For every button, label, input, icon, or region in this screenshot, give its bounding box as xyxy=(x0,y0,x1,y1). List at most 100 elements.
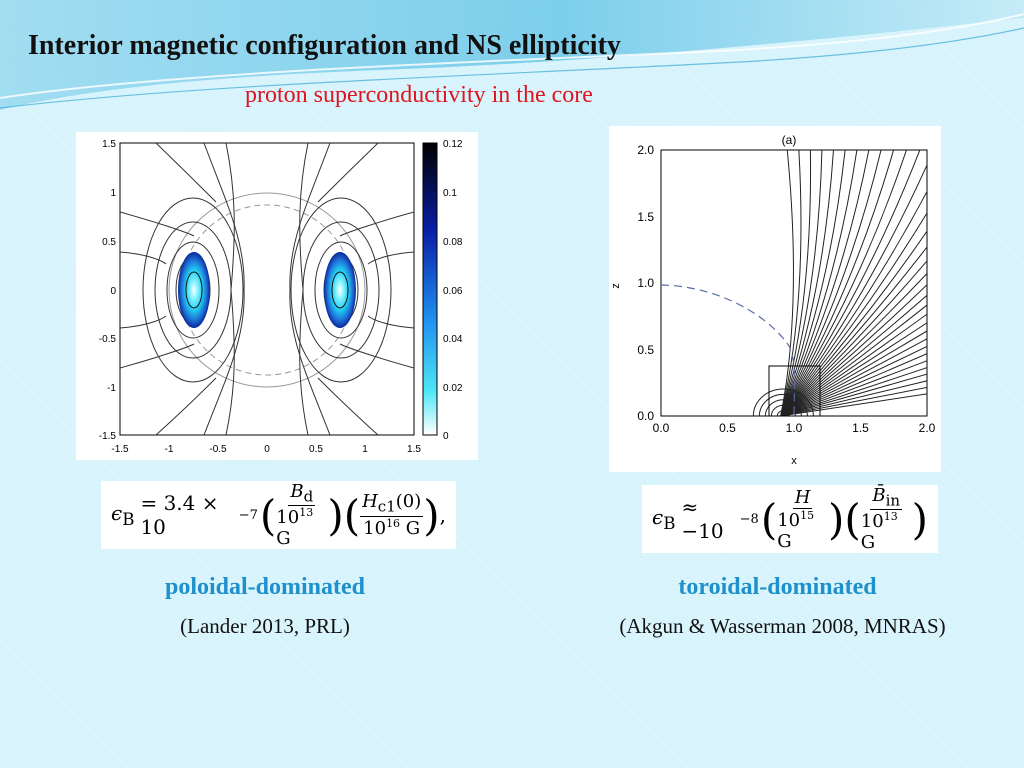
field-line xyxy=(780,150,895,416)
colorbar-tick: 0.04 xyxy=(443,334,463,345)
field-line xyxy=(780,150,882,416)
slide-title: Interior magnetic configuration and NS e… xyxy=(28,30,621,61)
y-tick-label: -1.5 xyxy=(99,431,117,442)
x-tick-label: 0.0 xyxy=(653,421,670,435)
x-tick-label: 2.0 xyxy=(919,421,936,435)
colorbar xyxy=(422,142,438,436)
y-tick-label: -0.5 xyxy=(99,334,117,345)
field-line xyxy=(780,150,812,416)
y-tick-label: 0.5 xyxy=(637,343,654,357)
y-tick-label: 0.5 xyxy=(102,237,116,248)
x-tick-label: 0 xyxy=(264,444,270,455)
toroidal-plot: (a) 0.0 0.5 1.0 1.5 2.0 x 2.0 1.5 1.0 0.… xyxy=(610,133,936,467)
colorbar-tick: 0 xyxy=(443,431,449,442)
y-tick-label: 2.0 xyxy=(637,143,654,157)
x-tick-label: -1.5 xyxy=(111,444,129,455)
field-line xyxy=(780,353,927,416)
field-line xyxy=(780,386,927,416)
field-line xyxy=(780,190,927,416)
y-tick-label: 0.0 xyxy=(637,409,654,423)
x-tick-label: 0.5 xyxy=(719,421,736,435)
field-line xyxy=(780,380,927,416)
field-line xyxy=(780,272,927,416)
formula-subscript: B xyxy=(122,510,135,529)
y-tick-label: 1 xyxy=(110,188,116,199)
y-tick-label: 1.0 xyxy=(637,276,654,290)
field-line xyxy=(780,163,927,416)
colorbar-tick: 0.1 xyxy=(443,188,457,199)
field-line xyxy=(780,150,823,416)
field-line xyxy=(780,150,870,416)
ellipticity-formula-toroidal: ϵB ≈ −10 −8 ( H 1015 G ) ( B̄in 1013 G ) xyxy=(642,485,938,553)
field-line xyxy=(780,150,921,416)
fraction-critical-field: Hc1(0) 1016 G xyxy=(360,491,424,539)
y-tick-label: 1.5 xyxy=(102,139,116,150)
left-core-region xyxy=(178,252,210,328)
field-line xyxy=(780,338,927,416)
colorbar-tick: 0.08 xyxy=(443,237,463,248)
field-line xyxy=(780,304,927,416)
x-axis-label: x xyxy=(791,455,797,467)
field-loop xyxy=(752,388,814,416)
x-tick-label: 0.5 xyxy=(309,444,323,455)
fraction-field: Bd 1013 G xyxy=(276,480,316,550)
formula-comma: , xyxy=(439,503,446,527)
field-line xyxy=(780,284,927,416)
zoom-box xyxy=(768,365,821,417)
field-line xyxy=(780,150,794,416)
field-line xyxy=(780,150,858,416)
formula-subscript: B xyxy=(663,514,676,533)
x-tick-label: 1.5 xyxy=(407,444,421,455)
y-axis-label: z xyxy=(610,283,622,289)
plot-frame xyxy=(119,142,415,436)
fraction-field: H 1015 G xyxy=(777,486,815,552)
field-line xyxy=(780,150,907,416)
formula-symbol: ϵ xyxy=(652,505,664,529)
field-line xyxy=(780,373,927,416)
field-loop xyxy=(764,399,802,416)
field-line xyxy=(780,260,927,416)
formula-coefficient: ≈ −10 xyxy=(681,495,724,543)
y-tick-label: 0 xyxy=(110,286,116,297)
field-line xyxy=(780,150,834,416)
poloidal-label: poloidal-dominated xyxy=(164,574,366,600)
fraction-interior-field: B̄in 1013 G xyxy=(860,484,903,554)
toroidal-field-figure: (a) 0.0 0.5 1.0 1.5 2.0 x 2.0 1.5 1.0 0.… xyxy=(609,126,941,472)
field-line xyxy=(780,330,927,416)
colorbar-tick: 0.02 xyxy=(443,383,463,394)
y-tick-label: -1 xyxy=(107,383,116,394)
field-line xyxy=(780,150,802,416)
field-line xyxy=(780,294,927,416)
ellipticity-formula-poloidal: ϵB = 3.4 × 10 −7 ( Bd 1013 G ) ( Hc1(0) 1… xyxy=(101,481,456,549)
panel-label: (a) xyxy=(782,133,797,147)
formula-symbol: ϵ xyxy=(111,501,123,525)
field-line xyxy=(780,313,927,416)
x-tick-label: -1 xyxy=(165,444,174,455)
right-core-region xyxy=(324,252,356,328)
field-line xyxy=(780,393,927,416)
field-line xyxy=(780,246,927,416)
x-tick-label: -0.5 xyxy=(209,444,227,455)
formula-exponent: −8 xyxy=(739,511,759,527)
poloidal-reference: (Lander 2013, PRL) xyxy=(180,614,350,638)
slide-subtitle: proton superconductivity in the core xyxy=(245,82,593,108)
field-loop xyxy=(776,410,790,416)
formula-exponent: −7 xyxy=(238,507,258,523)
field-line xyxy=(780,345,927,416)
formula-coefficient: = 3.4 × 10 xyxy=(140,491,219,539)
toroidal-label: toroidal-dominated xyxy=(678,574,877,600)
stellar-surface-line xyxy=(661,284,796,416)
x-tick-label: 1.5 xyxy=(852,421,869,435)
colorbar-tick: 0.06 xyxy=(443,286,463,297)
field-loop xyxy=(758,393,808,416)
poloidal-plot: 1.5 1 0.5 0 -0.5 -1 -1.5 -1.5 -1 -0.5 0 … xyxy=(99,139,463,455)
y-tick-label: 1.5 xyxy=(637,210,654,224)
x-tick-label: 1.0 xyxy=(786,421,803,435)
field-line xyxy=(780,322,927,416)
field-line xyxy=(780,230,927,416)
colorbar-tick: 0.12 xyxy=(443,139,463,150)
header-swoosh-decoration xyxy=(0,0,1024,110)
field-line xyxy=(780,212,927,416)
poloidal-field-figure: 1.5 1 0.5 0 -0.5 -1 -1.5 -1.5 -1 -0.5 0 … xyxy=(76,132,478,460)
x-tick-label: 1 xyxy=(362,444,368,455)
